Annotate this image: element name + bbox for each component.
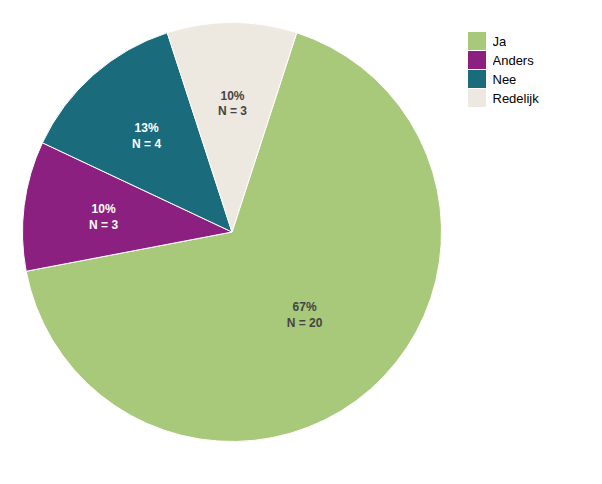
html-text:Redelijk: Redelijk [492, 90, 539, 106]
svg-text:10%N = 3: 10%N = 3 [89, 202, 118, 232]
svg-text:10%N = 3: 10%N = 3 [218, 89, 247, 119]
html-text:Nee: Nee [492, 71, 517, 87]
svg-text:67%N = 20: 67%N = 20 [287, 300, 323, 330]
html-text:Anders: Anders [492, 52, 534, 68]
html-text:Ja: Ja [492, 33, 507, 49]
svg-text:13%N = 4: 13%N = 4 [132, 121, 161, 151]
